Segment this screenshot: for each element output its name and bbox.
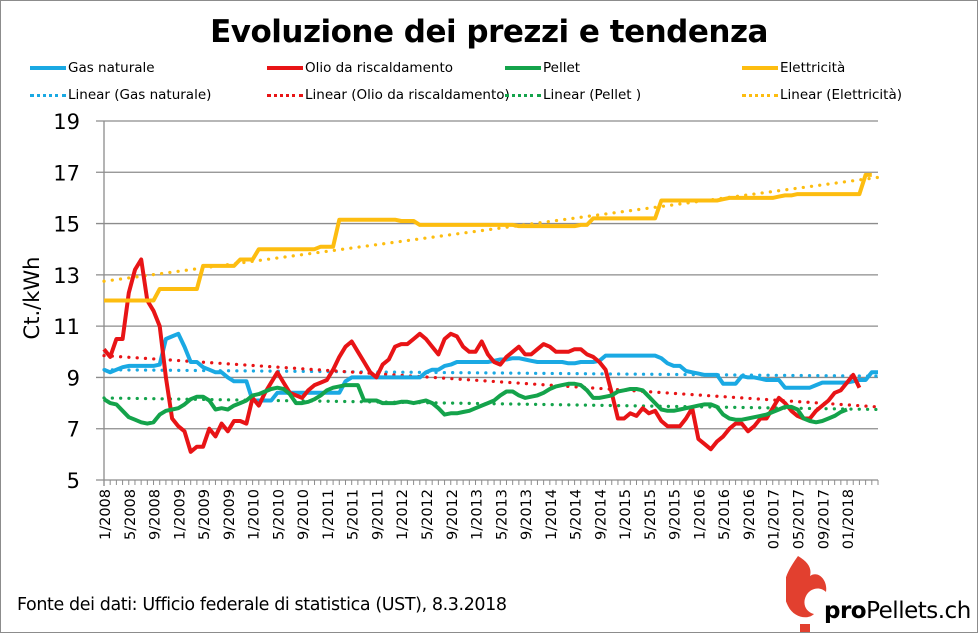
x-tick-label: 5/2013 <box>494 489 510 540</box>
legend-swatch-electricity <box>742 66 778 70</box>
x-tick-label: 05/2017 <box>792 489 808 549</box>
logo-rest-text: Pellets.ch <box>866 598 971 624</box>
data-source-note: Fonte dei dati: Ufficio federale di stat… <box>17 595 507 615</box>
x-tick-label: 1/2015 <box>618 489 634 540</box>
legend-item-oil-trend: Linear (Olio da riscaldamento) <box>267 87 510 103</box>
x-tick-label: 5/2010 <box>271 489 287 540</box>
x-tick-label: 5/2014 <box>569 489 585 540</box>
x-tick-label: 9/2012 <box>445 489 461 540</box>
legend-label-oil-trend: Linear (Olio da riscaldamento) <box>305 87 510 103</box>
legend-item-gas-trend: Linear (Gas naturale) <box>30 87 211 103</box>
legend-label-pellet-trend: Linear (Pellet ) <box>543 87 642 103</box>
x-tick-label: 01/2018 <box>841 489 857 549</box>
y-tick-label: 17 <box>53 161 80 185</box>
legend-label-electricity-trend: Linear (Elettricità) <box>780 87 902 103</box>
x-tick-label: 9/2016 <box>742 489 758 540</box>
series-line-2 <box>102 381 848 426</box>
legend-swatch-gas <box>30 66 66 70</box>
x-tick-label: 1/2010 <box>247 489 263 540</box>
x-tick-label: 9/2011 <box>370 489 386 540</box>
series-line-1 <box>102 257 862 454</box>
x-tick-label: 5/2015 <box>643 489 659 540</box>
x-tick-label: 9/2010 <box>296 489 312 540</box>
legend-item-gas: Gas naturale <box>30 60 155 76</box>
x-tick-label: 01/2017 <box>767 489 783 549</box>
legend-swatch-gas-trend <box>30 93 66 97</box>
x-tick-label: 9/2014 <box>593 489 609 540</box>
legend-swatch-pellet <box>505 66 541 70</box>
x-tick-label: 5/2011 <box>346 489 362 540</box>
trendline-7 <box>102 175 880 283</box>
y-tick-label: 13 <box>53 264 80 288</box>
x-tick-label: 9/2013 <box>519 489 535 540</box>
x-tick-label: 1/2012 <box>395 489 411 540</box>
legend-label-gas-trend: Linear (Gas naturale) <box>68 87 212 103</box>
y-tick-label: 5 <box>67 469 80 493</box>
legend-swatch-electricity-trend <box>742 93 778 97</box>
series-line-0 <box>103 331 878 403</box>
x-tick-label: 1/2013 <box>470 489 486 540</box>
legend-label-electricity: Elettricità <box>780 60 846 76</box>
legend-item-electricity: Elettricità <box>742 60 845 76</box>
legend-item-electricity-trend: Linear (Elettricità) <box>742 87 902 103</box>
legend-label-oil: Olio da riscaldamento <box>305 60 453 76</box>
x-tick-label: 1/2011 <box>321 489 337 540</box>
x-tick-label: 1/2016 <box>692 489 708 540</box>
x-tick-label: 9/2015 <box>668 489 684 540</box>
legend-label-gas: Gas naturale <box>68 60 155 76</box>
x-tick-label: 1/2008 <box>98 489 114 540</box>
x-tick-label: 1/2009 <box>172 489 188 540</box>
y-tick-label: 19 <box>53 110 80 134</box>
y-tick-label: 11 <box>53 315 80 339</box>
x-tick-label: 09/2017 <box>816 489 832 549</box>
y-tick-label: 7 <box>67 418 80 442</box>
y-axis-label: Ct./kWh <box>20 257 44 340</box>
trendlines <box>102 175 880 412</box>
x-tick-label: 1/2014 <box>544 489 560 540</box>
x-axis: 1/2008 5/2008 9/2008 1/2009 5/2009 9/2009 1/20… <box>98 121 879 549</box>
chart-title: Evoluzione dei prezzi e tendenza <box>210 14 768 50</box>
legend-swatch-pellet-trend <box>505 93 541 97</box>
x-tick-label: 5/2012 <box>420 489 436 540</box>
x-tick-label: 5/2008 <box>123 489 139 540</box>
y-tick-label: 15 <box>53 213 80 237</box>
series-lines <box>102 172 878 454</box>
logo-bold-text: pro <box>824 598 867 624</box>
y-axis-tick-labels: 5 7 9 11 13 15 17 19 <box>53 110 80 493</box>
legend-label-pellet: Pellet <box>543 60 581 76</box>
trendline-5 <box>102 354 880 409</box>
x-tick-label: 5/2009 <box>197 489 213 540</box>
legend-item-pellet-trend: Linear (Pellet ) <box>505 87 641 103</box>
x-tick-label: 5/2016 <box>717 489 733 540</box>
gridlines <box>96 120 878 481</box>
series-line-3 <box>104 172 872 303</box>
legend-item-oil: Olio da riscaldamento <box>267 60 453 76</box>
propellets-logo: proPellets.ch <box>824 598 971 624</box>
propellets-flame-icon <box>786 556 827 632</box>
legend-swatch-oil <box>267 66 303 70</box>
x-tick-label: 9/2009 <box>222 489 238 540</box>
legend-swatch-oil-trend <box>267 93 303 97</box>
legend-item-pellet: Pellet <box>505 60 580 76</box>
x-tick-label: 9/2008 <box>148 489 164 540</box>
y-tick-label: 9 <box>67 366 80 390</box>
